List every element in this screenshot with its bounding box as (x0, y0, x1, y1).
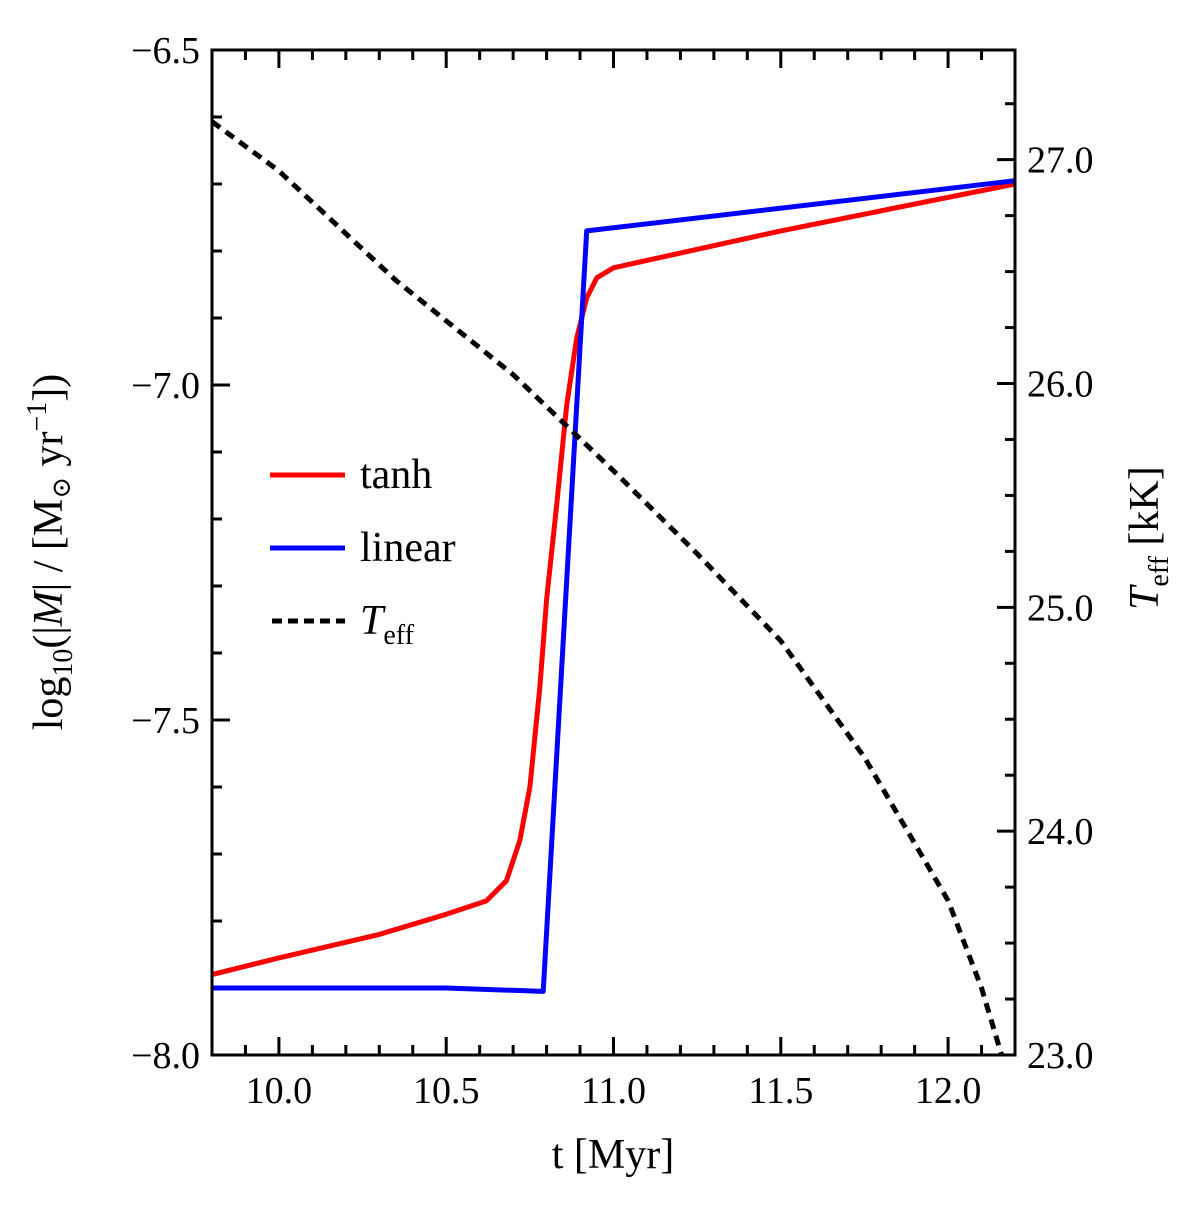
y2-tick-label: 27.0 (1027, 140, 1094, 182)
y2-tick-label: 25.0 (1027, 587, 1094, 629)
x-axis-label: t [Myr] (552, 1132, 674, 1178)
plot-frame (210, 48, 1017, 1057)
axis-ticks (210, 48, 1017, 1057)
x-tick-label: 12.0 (915, 1070, 982, 1112)
x-tick-label: 11.5 (748, 1070, 813, 1112)
y2-tick-label: 24.0 (1027, 811, 1094, 853)
y-tick-label: −6.5 (131, 30, 200, 72)
x-tick-label: 10.5 (413, 1070, 480, 1112)
tick-labels: 10.0 10.5 11.0 11.5 12.0 −8.0 −7.5 −7.0 −6.5 23.0… (131, 30, 1093, 1112)
y2-axis-label: Teff [kK] (1122, 466, 1175, 610)
y-axis-label: log10(|M| / [M⊙ yr−1]) (22, 374, 79, 731)
y2-tick-label: 26.0 (1027, 364, 1094, 406)
legend-label-tanh: tanh (360, 452, 432, 498)
legend: tanh linear Teff (270, 452, 456, 651)
x-tick-label: 11.0 (581, 1070, 646, 1112)
series-line-tanh (211, 181, 1016, 978)
x-tick-label: 10.0 (246, 1070, 313, 1112)
series-lines (210, 119, 1016, 1056)
y-tick-label: −8.0 (131, 1035, 200, 1077)
y-tick-label: −7.5 (131, 700, 200, 742)
legend-label-linear: linear (360, 525, 456, 571)
series-line-teff (210, 119, 1004, 1056)
series-line-linear (212, 178, 1016, 994)
y-tick-label: −7.0 (131, 365, 200, 407)
legend-label-teff: Teff (360, 598, 415, 651)
y2-tick-label: 23.0 (1027, 1035, 1094, 1077)
